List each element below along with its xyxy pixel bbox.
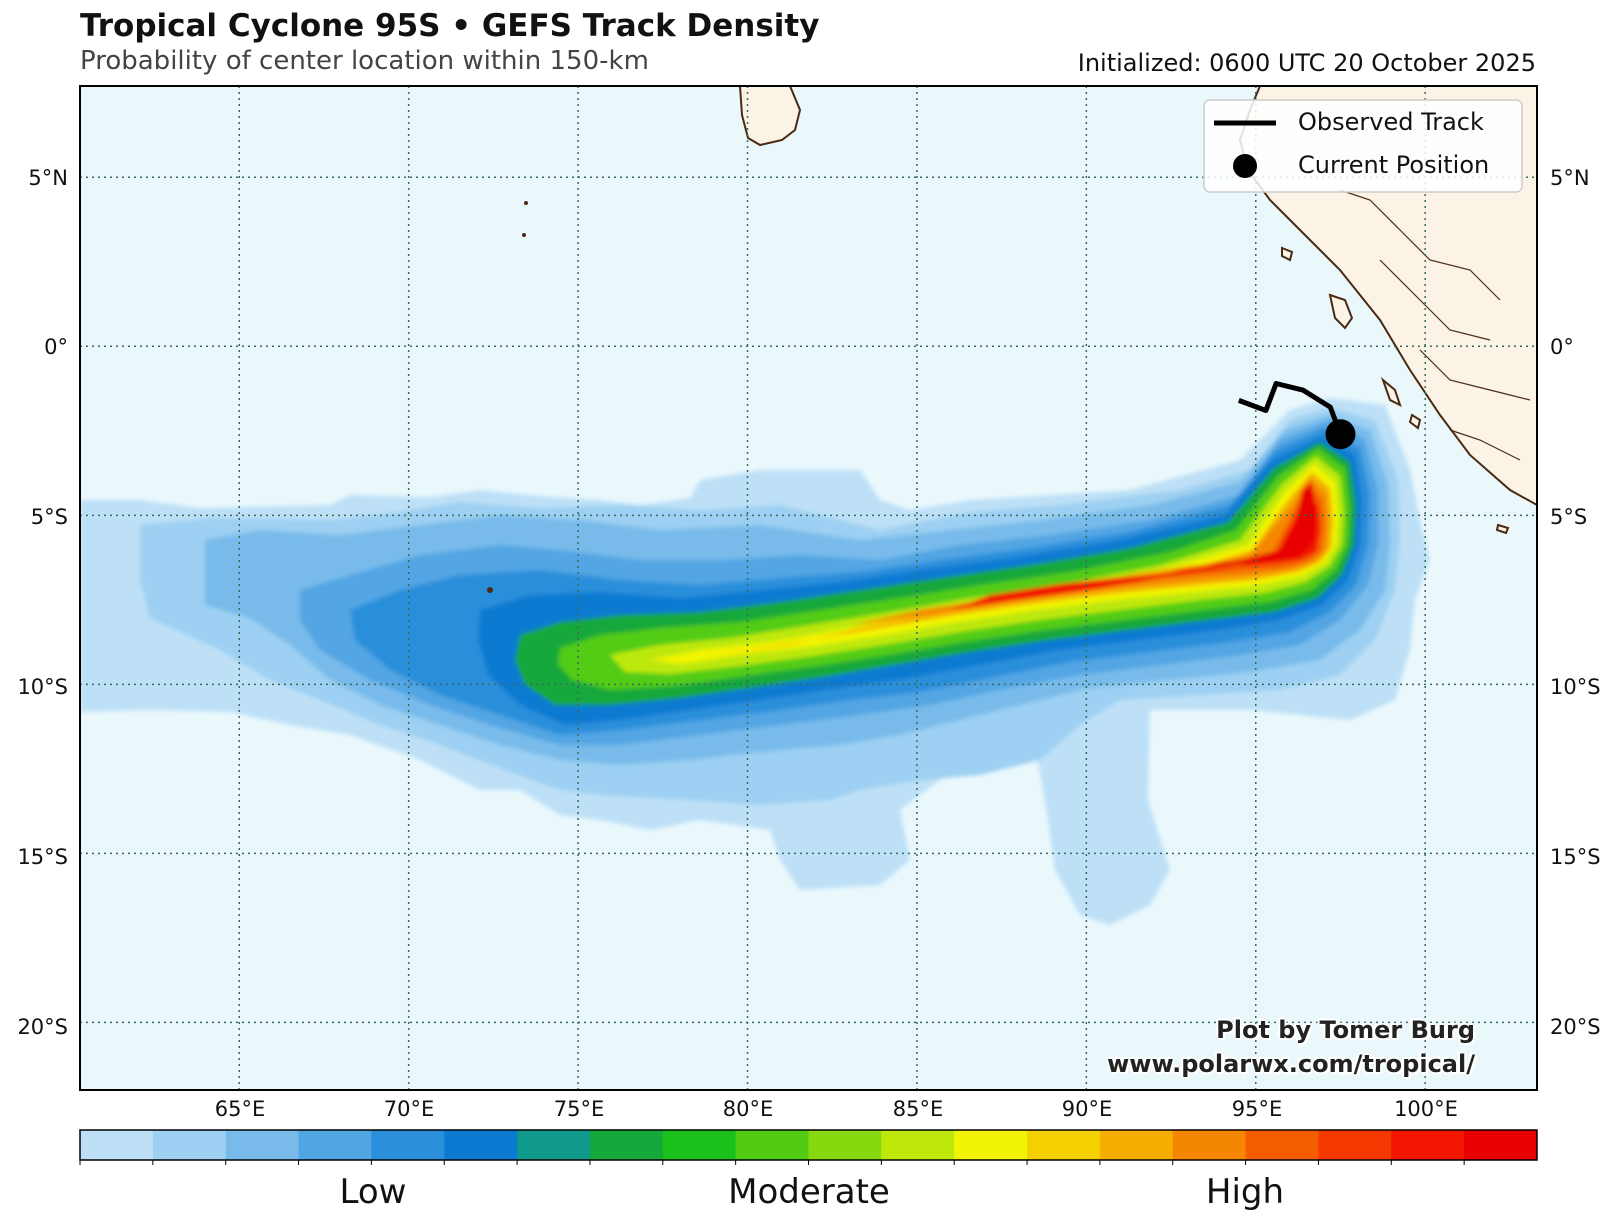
colorbar-swatch [80, 1130, 154, 1160]
land-nias [1328, 293, 1354, 330]
density-shading [80, 398, 1430, 925]
legend-observed-track-label: Observed Track [1298, 108, 1484, 136]
colorbar-swatch [371, 1130, 445, 1160]
colorbar-swatch [152, 1130, 227, 1160]
colorbar-swatch [954, 1130, 1028, 1160]
density-level-10 [650, 464, 1338, 664]
land-simeulue [1281, 246, 1294, 262]
observed-track-line [1237, 381, 1343, 436]
lat-label-left-5n: 5°N [28, 166, 68, 190]
land-enggano [1495, 523, 1510, 535]
colorbar-frame [79, 1129, 1538, 1161]
lon-label-95e: 95°E [1231, 1097, 1283, 1121]
lat-label-left-15s: 15°S [17, 845, 68, 869]
land-borders [1339, 189, 1531, 461]
colorbar-swatch [1027, 1130, 1101, 1160]
colorbar-swatch [881, 1130, 955, 1160]
colorbar-swatch [1464, 1130, 1538, 1160]
lat-label-right-20s: 20°S [1550, 1015, 1601, 1039]
land-mentawai [1408, 413, 1422, 430]
colorbar-swatch [589, 1130, 664, 1160]
legend-position-swatch [1233, 154, 1257, 178]
colorbar-swatch [1245, 1130, 1319, 1160]
lon-label-80e: 80°E [722, 1097, 774, 1121]
colorbar-swatch [225, 1130, 300, 1160]
lon-label-75e: 75°E [553, 1097, 605, 1121]
lat-label-right-10s: 10°S [1550, 675, 1601, 699]
colorbar-label-high: High [1205, 1172, 1285, 1212]
colorbar-swatch [517, 1130, 591, 1160]
initialized-time: Initialized: 0600 UTC 20 October 2025 [1077, 49, 1536, 77]
colorbar-label-low: Low [339, 1172, 407, 1212]
colorbar-swatch [1391, 1130, 1465, 1160]
land-chagos [487, 587, 493, 593]
lon-label-85e: 85°E [892, 1097, 944, 1121]
lat-label-right-5s: 5°S [1550, 505, 1588, 529]
density-level-14 [950, 490, 1320, 610]
lat-label-right-0: 0° [1550, 335, 1574, 359]
lat-label-left-20s: 20°S [17, 1015, 68, 1039]
lat-label-right-15s: 15°S [1550, 845, 1601, 869]
current-position-marker [1325, 419, 1356, 450]
land-sri-lanka [738, 86, 802, 147]
colorbar-swatch [1172, 1130, 1247, 1160]
lon-label-70e: 70°E [383, 1097, 435, 1121]
legend-current-position-label: Current Position [1298, 151, 1490, 179]
land-maldives-a [524, 201, 528, 205]
colorbar-swatch [444, 1130, 518, 1160]
lat-label-left-5s: 5°S [30, 505, 68, 529]
colorbar-swatch [808, 1130, 882, 1160]
map-subtitle: Probability of center location within 15… [80, 46, 649, 76]
land-maldives-b [522, 233, 526, 237]
land-siberut [1380, 376, 1402, 407]
colorbar-label-moderate: Moderate [728, 1172, 890, 1212]
colorbar-swatch [1318, 1130, 1392, 1160]
colorbar-swatch [1099, 1130, 1174, 1160]
lat-label-left-10s: 10°S [17, 675, 68, 699]
map-legend [1203, 99, 1523, 193]
lon-label-100e: 100°E [1394, 1097, 1458, 1121]
density-level-8 [558, 448, 1350, 690]
lon-label-90e: 90°E [1061, 1097, 1113, 1121]
lat-label-left-0: 0° [44, 335, 68, 359]
colorbar-swatch [662, 1130, 737, 1160]
colorbar-swatch [735, 1130, 809, 1160]
colorbar [79, 1129, 1538, 1165]
lon-label-65e: 65°E [214, 1097, 266, 1121]
map-content [80, 86, 1537, 1090]
lat-label-right-5n: 5°N [1550, 166, 1590, 190]
map-title: Tropical Cyclone 95S • GEFS Track Densit… [80, 8, 820, 44]
colorbar-swatch [298, 1130, 372, 1160]
map-frame [79, 85, 1538, 1091]
credit-url: www.polarwx.com/tropical/ [1107, 1050, 1475, 1078]
credit-author: Plot by Tomer Burg [1216, 1016, 1475, 1044]
